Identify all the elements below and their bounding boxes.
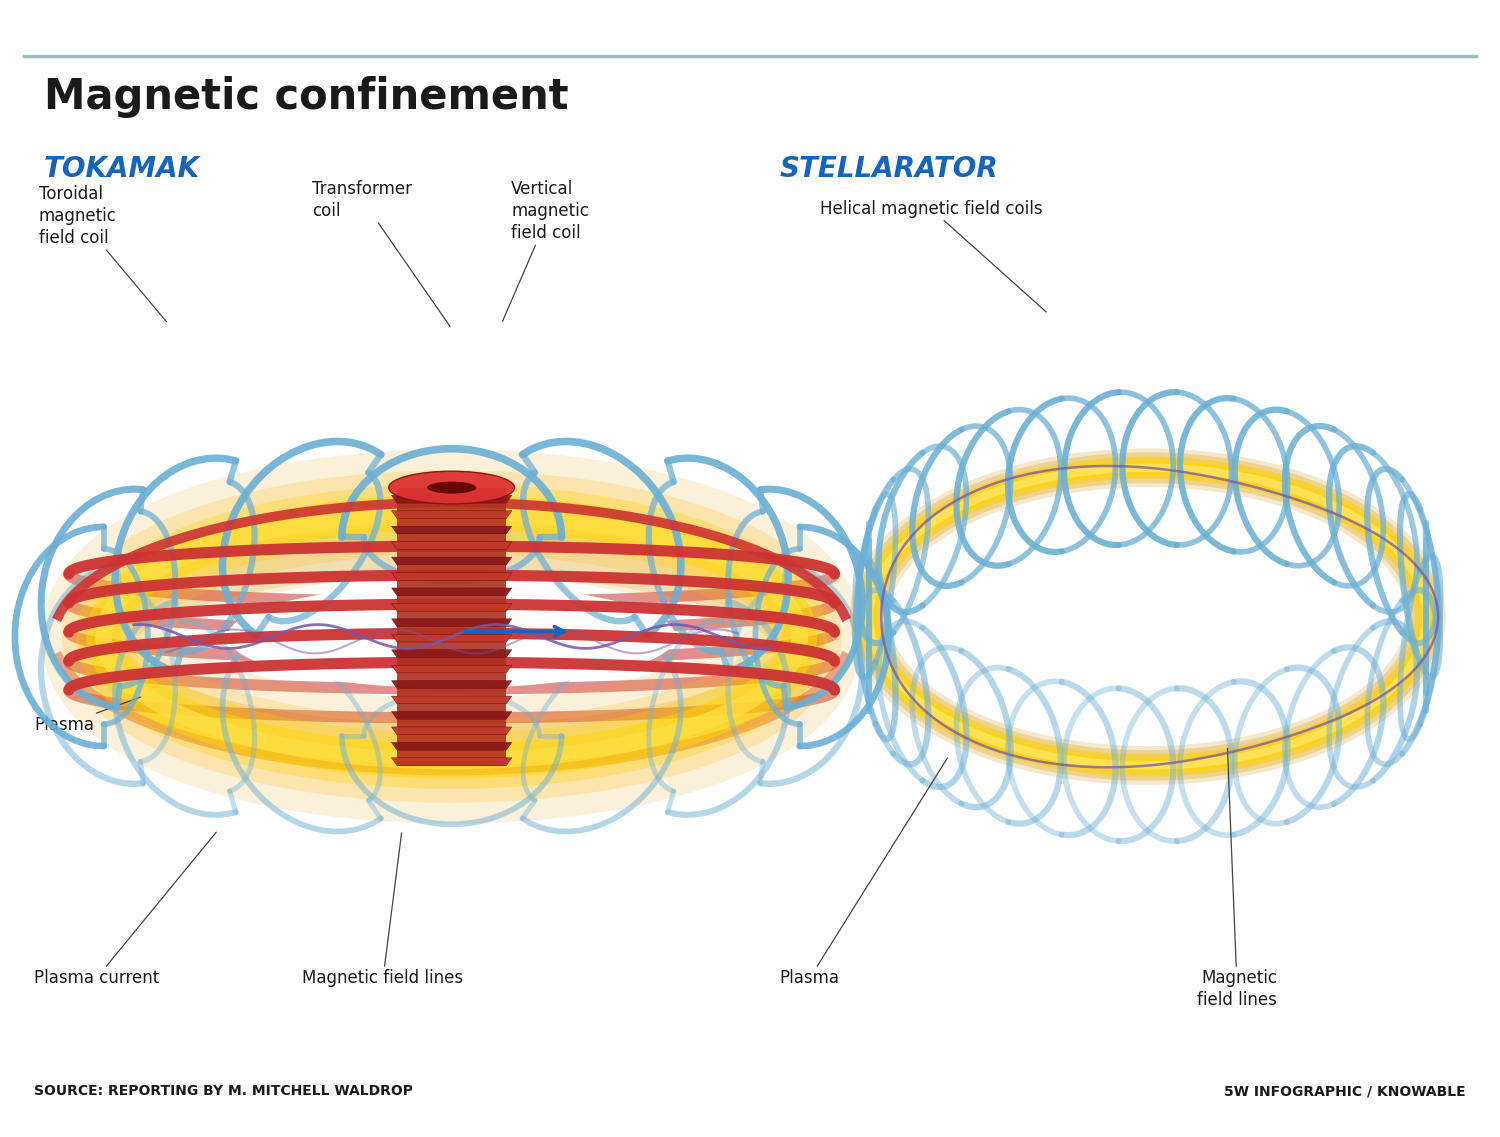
Polygon shape xyxy=(392,557,512,565)
Polygon shape xyxy=(392,649,512,657)
Text: Helical magnetic field coils: Helical magnetic field coils xyxy=(819,200,1047,312)
Polygon shape xyxy=(392,665,512,673)
Polygon shape xyxy=(392,588,512,596)
Ellipse shape xyxy=(388,471,514,504)
Text: Magnetic field lines: Magnetic field lines xyxy=(303,832,464,987)
Text: TOKAMAK: TOKAMAK xyxy=(44,155,200,183)
Polygon shape xyxy=(392,511,512,518)
Polygon shape xyxy=(392,573,512,580)
Text: Magnetic
field lines: Magnetic field lines xyxy=(1197,748,1276,1010)
Polygon shape xyxy=(392,604,512,611)
Polygon shape xyxy=(392,712,512,720)
Polygon shape xyxy=(392,634,512,642)
Text: Plasma: Plasma xyxy=(780,758,948,987)
Text: STELLARATOR: STELLARATOR xyxy=(780,155,999,183)
Text: SOURCE: REPORTING BY M. MITCHELL WALDROP: SOURCE: REPORTING BY M. MITCHELL WALDROP xyxy=(34,1084,412,1098)
Text: Transformer
coil: Transformer coil xyxy=(312,180,450,326)
Text: Toroidal
magnetic
field coil: Toroidal magnetic field coil xyxy=(39,185,166,322)
Ellipse shape xyxy=(427,482,477,493)
Polygon shape xyxy=(392,742,512,750)
Polygon shape xyxy=(392,696,512,704)
Polygon shape xyxy=(392,526,512,534)
Text: 5W INFOGRAPHIC / KNOWABLE: 5W INFOGRAPHIC / KNOWABLE xyxy=(1224,1084,1466,1098)
Polygon shape xyxy=(392,496,512,503)
Text: Plasma current: Plasma current xyxy=(34,832,216,987)
Polygon shape xyxy=(392,541,512,549)
Ellipse shape xyxy=(228,584,675,688)
Polygon shape xyxy=(392,681,512,688)
Text: Plasma: Plasma xyxy=(34,697,141,733)
Text: Magnetic confinement: Magnetic confinement xyxy=(44,76,568,117)
Polygon shape xyxy=(398,488,507,765)
Polygon shape xyxy=(392,758,512,765)
Polygon shape xyxy=(392,619,512,626)
Text: Vertical
magnetic
field coil: Vertical magnetic field coil xyxy=(503,180,590,322)
Polygon shape xyxy=(392,727,512,735)
